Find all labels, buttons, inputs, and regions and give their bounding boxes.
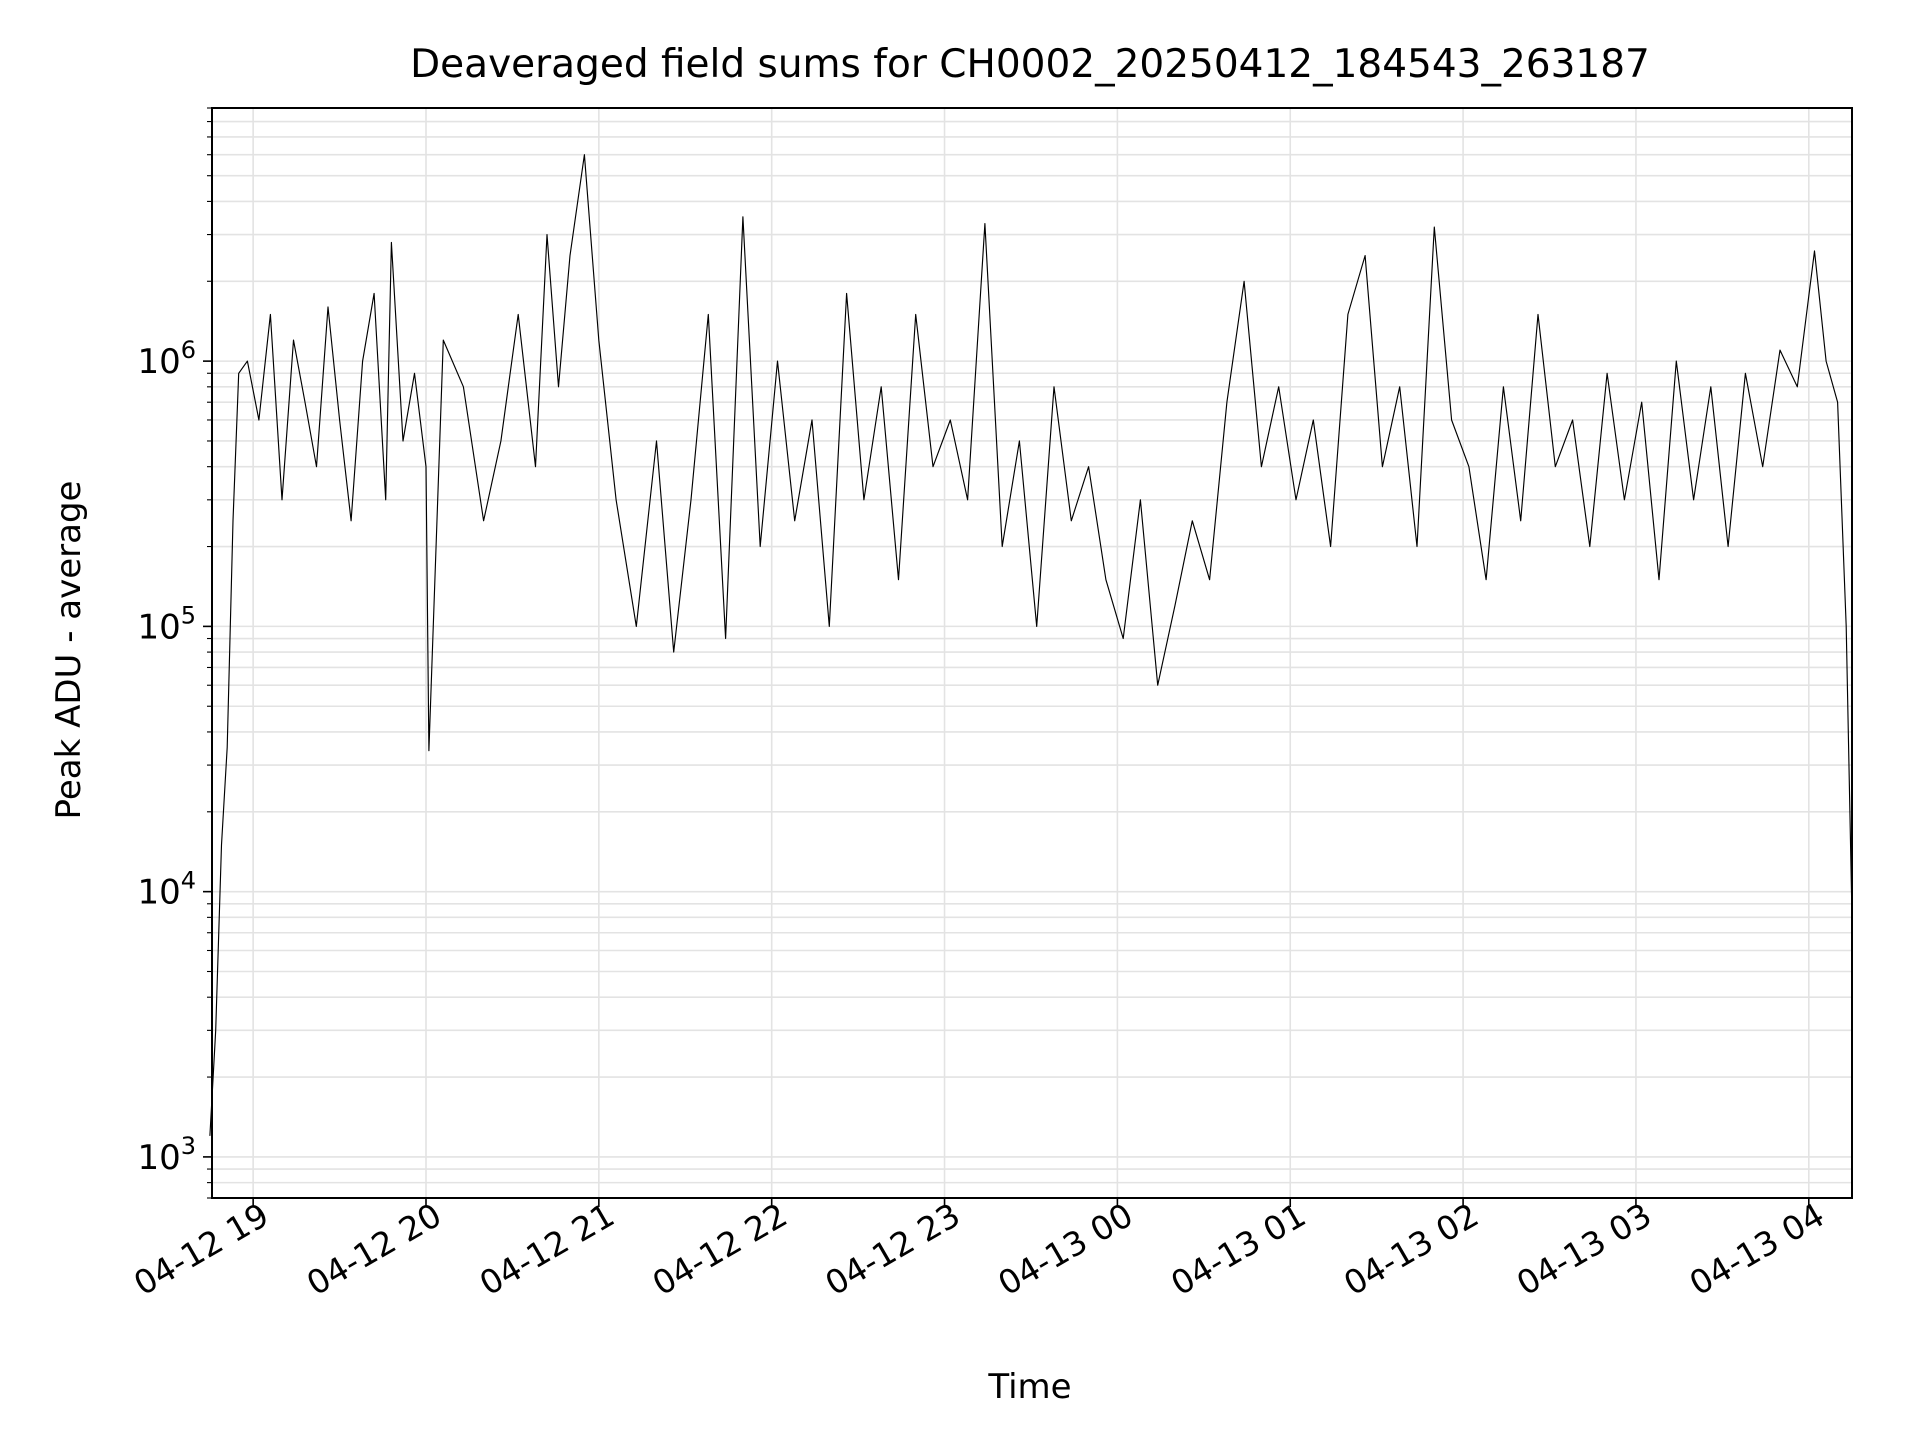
y-axis-label: Peak ADU - average	[49, 481, 89, 820]
y-tick-label: 104	[137, 867, 196, 913]
chart-title: Deaveraged field sums for CH0002_2025041…	[410, 42, 1650, 87]
plot-frame	[211, 107, 1853, 1199]
x-axis-label: Time	[987, 1367, 1071, 1407]
series-line	[209, 154, 1853, 1136]
y-tick-label: 103	[137, 1132, 196, 1178]
y-tick-label: 106	[137, 336, 196, 382]
y-tick-label: 105	[137, 601, 196, 647]
